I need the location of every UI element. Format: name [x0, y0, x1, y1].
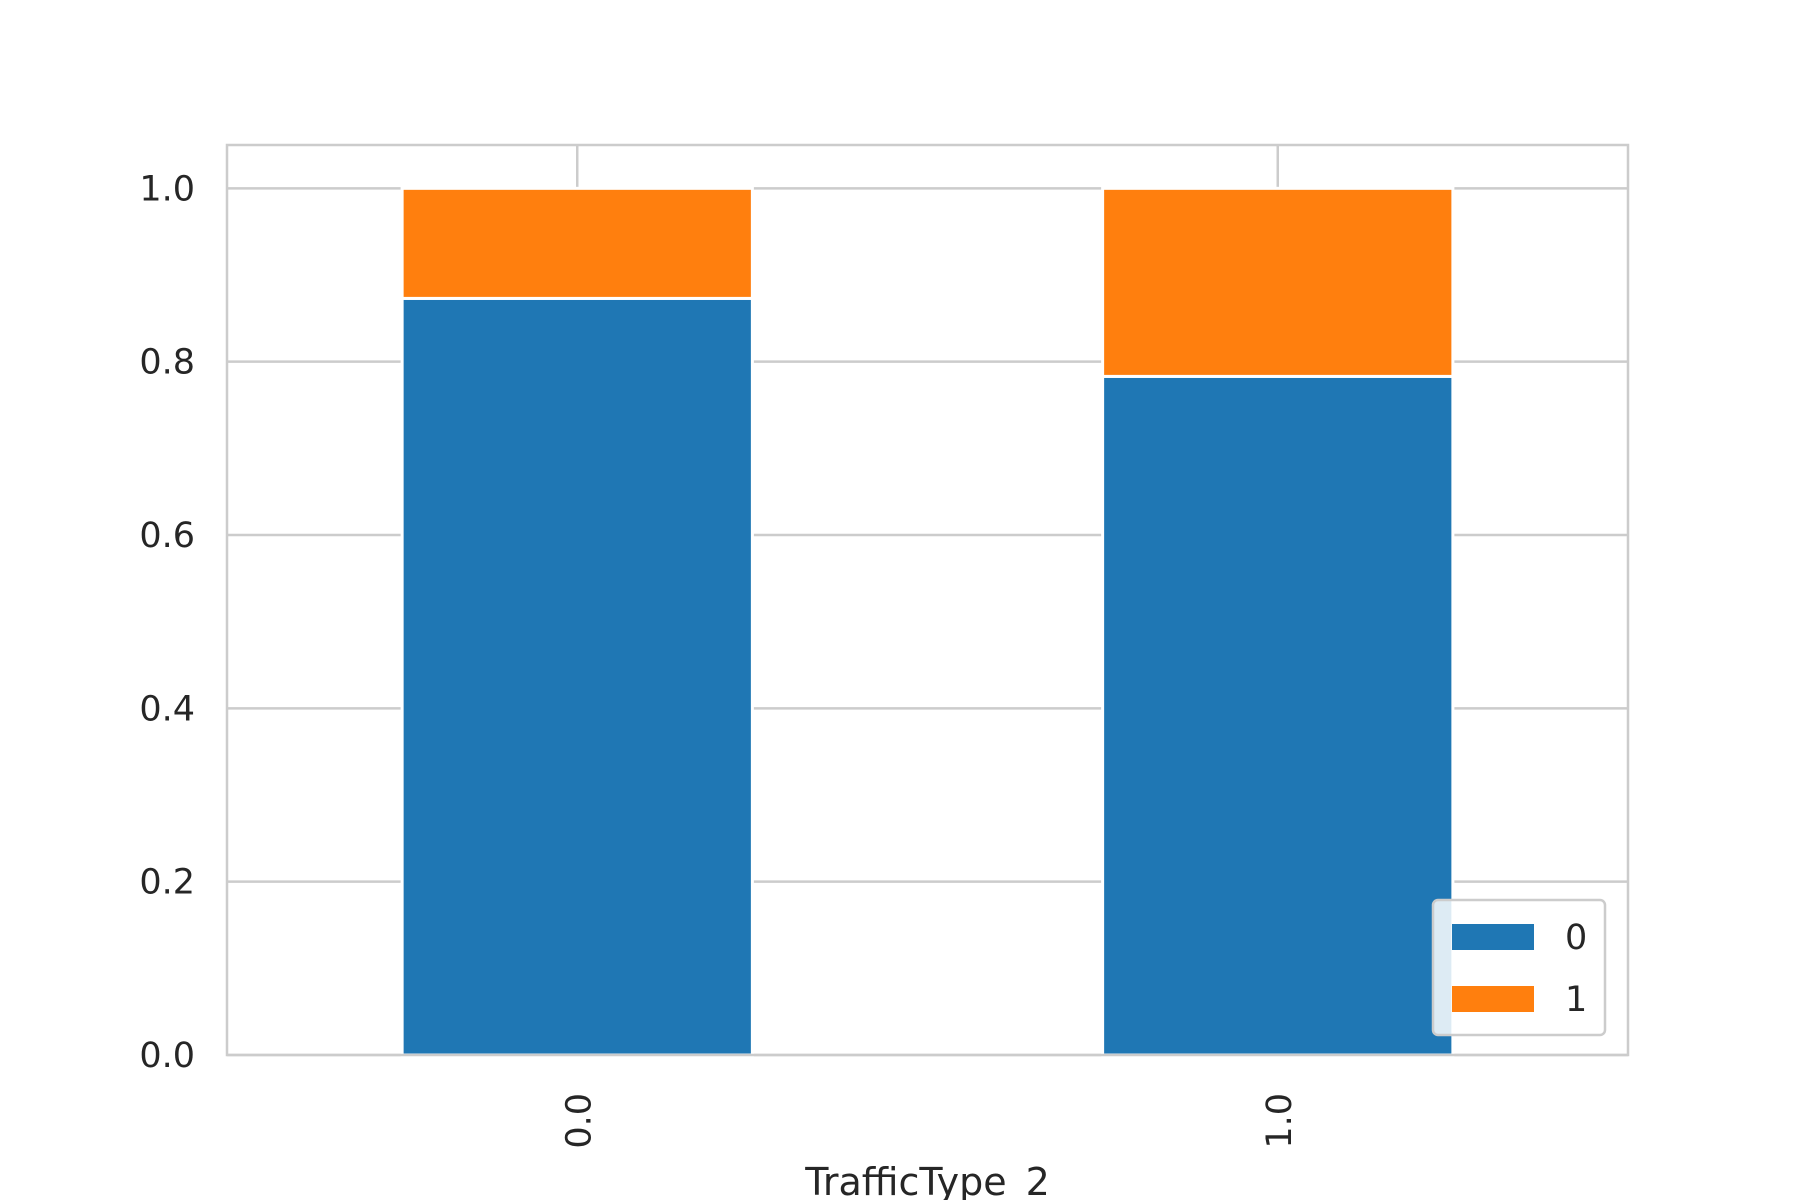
legend-swatch-0 — [1452, 924, 1534, 950]
bar-segment-series-0-0.0 — [400, 296, 754, 1057]
x-tick-labels: 0.0 1.0 — [559, 1093, 1300, 1149]
legend-swatch-1 — [1452, 986, 1534, 1012]
y-tick-label: 1.0 — [139, 169, 195, 209]
bars — [400, 186, 1455, 1057]
bar-segment-series-1-1.0 — [1101, 186, 1455, 378]
x-axis-label: TrafficType_2 — [804, 1160, 1050, 1200]
legend-label: 1 — [1565, 980, 1587, 1020]
bar-segment-series-0-1.0 — [1101, 374, 1455, 1057]
y-tick-labels: 0.0 0.2 0.4 0.6 0.8 1.0 — [139, 169, 195, 1076]
x-tick-label: 1.0 — [1260, 1093, 1300, 1149]
y-tick-label: 0.2 — [139, 863, 195, 903]
legend: 01 — [1431, 898, 1607, 1037]
legend-label: 0 — [1565, 918, 1587, 958]
bar-segment-series-1-0.0 — [400, 186, 754, 300]
y-tick-label: 0.4 — [139, 689, 195, 729]
y-tick-label: 0.6 — [139, 516, 195, 556]
y-tick-label: 0.8 — [139, 343, 195, 383]
plot-frame — [225, 143, 1630, 1057]
x-tick-label: 0.0 — [559, 1093, 599, 1149]
y-tick-label: 0.0 — [139, 1036, 195, 1076]
